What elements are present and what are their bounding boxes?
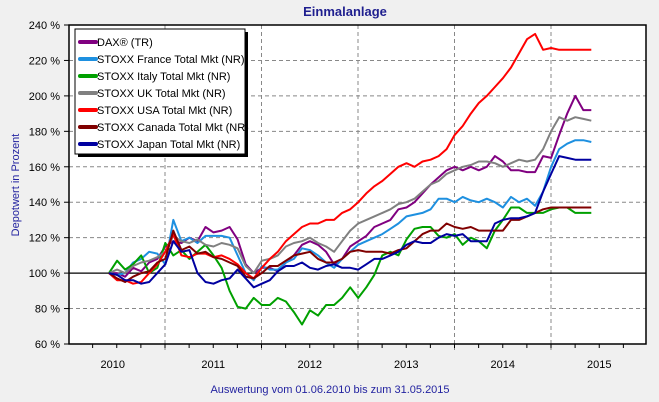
x-axis: 2010 2011 2012 2013 2014 2015 [92, 344, 624, 371]
y-tick-label: 220 % [29, 55, 60, 67]
legend-label: STOXX France Total Mkt (NR) [97, 54, 245, 66]
y-tick-label: 200 % [29, 91, 60, 103]
series-line-3 [108, 116, 592, 275]
legend-label: DAX® (TR) [97, 37, 153, 49]
y-tick-label: 240 % [29, 20, 60, 32]
series-line-4 [108, 32, 592, 285]
x-tick-label: 2014 [491, 359, 515, 371]
y-tick-label: 80 % [35, 304, 60, 316]
x-tick-label: 2012 [298, 359, 322, 371]
x-tick-label: 2013 [394, 359, 418, 371]
vertical-gridlines [164, 25, 552, 350]
legend-label: STOXX Canada Total Mkt (NR) [97, 122, 249, 134]
legend-label: STOXX UK Total Mkt (NR) [97, 88, 226, 100]
legend-label: STOXX Japan Total Mkt (NR) [97, 139, 240, 151]
y-tick-label: 160 % [29, 162, 60, 174]
series-lines [108, 32, 592, 326]
y-tick-label: 120 % [29, 233, 60, 245]
y-axis: 60 % 80 % 100 % 120 % 140 % 160 % 180 % 200 % 22… [29, 20, 69, 351]
chart-title: Einmalanlage [303, 4, 387, 19]
x-tick-label: 2011 [201, 359, 225, 371]
legend-label: STOXX USA Total Mkt (NR) [97, 105, 232, 117]
y-axis-label: Depotwert in Prozent [10, 134, 22, 237]
y-tick-label: 100 % [29, 268, 60, 280]
series-line-6 [108, 155, 592, 289]
legend: DAX® (TR) STOXX France Total Mkt (NR) STOX… [74, 28, 249, 157]
x-tick-label: 2010 [101, 359, 125, 371]
y-tick-label: 180 % [29, 126, 60, 138]
y-tick-label: 60 % [35, 339, 60, 351]
x-tick-label: 2015 [587, 359, 611, 371]
legend-box [74, 28, 246, 155]
footer-range-text: Auswertung vom 01.06.2010 bis zum 31.05.… [210, 384, 449, 396]
series-line-5 [108, 206, 592, 283]
series-line-2 [108, 206, 592, 326]
legend-label: STOXX Italy Total Mkt (NR) [97, 71, 230, 83]
y-tick-label: 140 % [29, 197, 60, 209]
